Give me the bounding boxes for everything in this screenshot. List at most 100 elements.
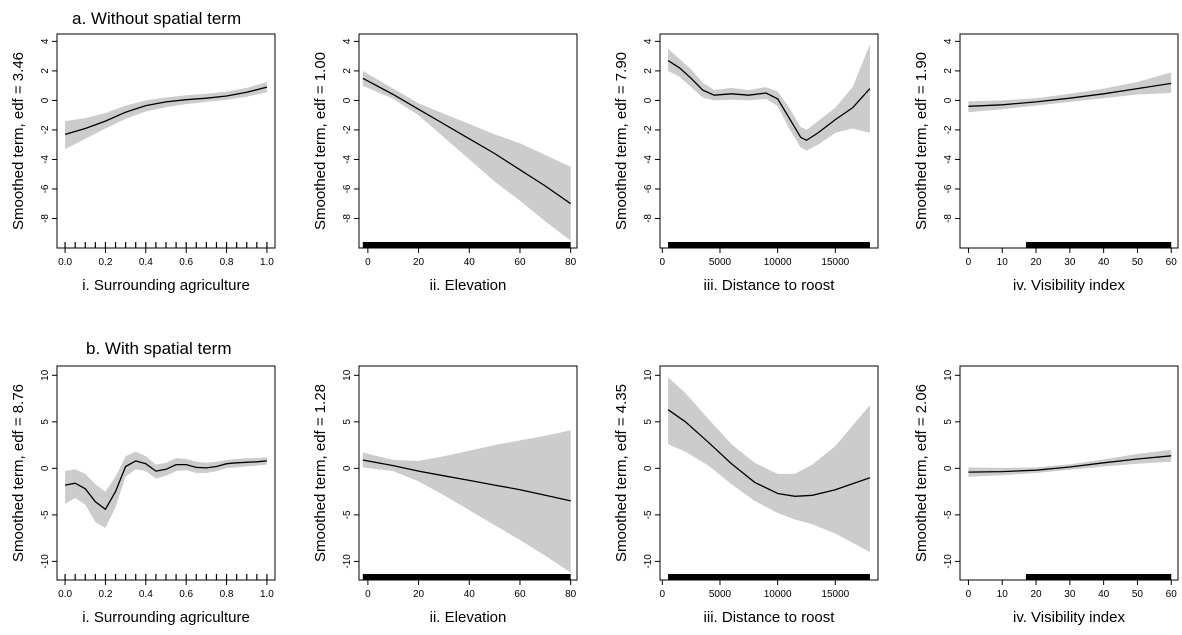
- panel-1-3-y-tick-label: 5: [943, 419, 954, 425]
- panel-1-3-y-tick-label: -10: [943, 554, 954, 569]
- panel-0-0-x-tick-label: 0.6: [179, 257, 193, 268]
- panel-0-2-x-axis-label: iii. Distance to roost: [704, 277, 836, 294]
- panel-0-1-confidence-band: [362, 70, 571, 241]
- panel-0-1-y-tick-label: 0: [342, 97, 353, 103]
- panel-0-2-y-tick-label: -2: [643, 125, 654, 134]
- panel-1-2: 0 5000 10000 15000 10 5 0 -5 -10 iii. Distance to…: [613, 365, 879, 626]
- panel-1-2-x-tick-label: 5000: [709, 589, 732, 600]
- panel-1-2-y-tick-label: 0: [643, 465, 654, 471]
- panel-1-1-x-tick-label: 20: [413, 589, 425, 600]
- panel-1-1-y-tick-label: -10: [342, 554, 353, 569]
- panel-1-3-x-tick-label: 0: [966, 589, 972, 600]
- panel-0-2-frame: [659, 33, 879, 249]
- panel-1-2-y-tick-label: 10: [643, 369, 654, 381]
- panel-1-3-frame: [959, 365, 1179, 581]
- panel-0-2-y-tick-label: 0: [643, 97, 654, 103]
- panel-0-2-x-tick-label: 10000: [764, 257, 792, 268]
- panel-0-1-y-tick-label: 2: [342, 68, 353, 74]
- panel-1-3-y-axis-label: Smoothed term, edf = 2.06: [913, 384, 930, 562]
- panel-1-3-y-tick-label: 0: [943, 465, 954, 471]
- panel-1-1-y-tick-label: 10: [342, 369, 353, 381]
- panel-1-1-y-axis-label: Smoothed term, edf = 1.28: [312, 384, 329, 562]
- panel-0-0-y-tick-label: 4: [40, 38, 51, 44]
- panel-0-0-y-tick-label: 0: [40, 97, 51, 103]
- panel-1-2-x-tick-label: 10000: [764, 589, 792, 600]
- panel-0-3-y-tick-label: 4: [943, 38, 954, 44]
- panel-0-3-x-tick-label: 40: [1098, 257, 1110, 268]
- panel-0-0-x-tick-label: 0.2: [98, 257, 112, 268]
- panel-0-1-y-tick-label: -6: [342, 184, 353, 193]
- panel-0-0-x-tick-label: 0.4: [139, 257, 153, 268]
- panel-0-3-y-axis-label: Smoothed term, edf = 1.90: [913, 52, 930, 230]
- panel-1-3-confidence-band: [968, 449, 1172, 477]
- panel-1-0-smooth-line: [64, 460, 267, 511]
- panel-1-3-x-tick-label: 50: [1132, 589, 1144, 600]
- panel-1-0-x-tick-label: 0.6: [179, 589, 193, 600]
- panel-1-3-x-tick-label: 30: [1064, 589, 1076, 600]
- panel-0-0-frame: [56, 33, 276, 249]
- row-b-title: b. With spatial term: [86, 339, 232, 358]
- panel-1-0: 0.0 0.2 0.4 0.6 0.8 1.0 10 5 0 -5 -10 i. Surroundin…: [10, 365, 276, 626]
- panel-1-0-y-axis-label: Smoothed term, edf = 8.76: [10, 384, 27, 562]
- panel-0-0-x-axis-label: i. Surrounding agriculture: [82, 277, 250, 294]
- panel-0-1-x-tick-label: 60: [514, 257, 526, 268]
- panel-0-1-x-axis-label: ii. Elevation: [430, 277, 507, 294]
- panel-1-1-y-tick-label: 5: [342, 419, 353, 425]
- panel-0-3-y-tick-label: -4: [943, 155, 954, 164]
- panel-1-2-confidence-band: [668, 377, 870, 553]
- panel-0-3-x-tick-label: 30: [1064, 257, 1076, 268]
- panel-1-2-y-axis-label: Smoothed term, edf = 4.35: [613, 384, 630, 562]
- panel-0-0: 0.0 0.2 0.4 0.6 0.8 1.0 4 2 0 -2 -4 -6 -8 i. Surround…: [10, 33, 276, 294]
- panel-0-1-x-tick-label: 0: [365, 257, 371, 268]
- panel-1-0-y-tick-label: 5: [40, 419, 51, 425]
- panel-0-3-x-tick-label: 20: [1030, 257, 1042, 268]
- panel-0-3-y-tick-label: 0: [943, 97, 954, 103]
- panel-1-1-rug: [362, 574, 571, 580]
- panel-1-1-x-tick-label: 0: [365, 589, 371, 600]
- panel-0-3-confidence-band: [968, 72, 1172, 113]
- panel-0-3-frame: [959, 33, 1179, 249]
- panel-0-2-y-tick-label: -8: [643, 214, 654, 223]
- panel-1-0-y-tick-label: 10: [40, 369, 51, 381]
- panel-1-0-confidence-band: [65, 451, 267, 528]
- panel-1-3-rug: [1025, 574, 1172, 580]
- panel-1-0-x-tick-label: 0.0: [58, 589, 72, 600]
- panel-0-2-rug: [668, 242, 870, 248]
- panel-0-1-x-tick-label: 80: [565, 257, 577, 268]
- panel-0-2-x-tick-label: 5000: [709, 257, 732, 268]
- panel-0-2-y-tick-label: -4: [643, 155, 654, 164]
- panel-0-3-smooth-line: [968, 82, 1172, 107]
- panel-1-0-x-tick-label: 0.2: [98, 589, 112, 600]
- panel-0-1-y-tick-label: 4: [342, 38, 353, 44]
- panel-0-0-y-axis-label: Smoothed term, edf = 3.46: [10, 52, 27, 230]
- panel-1-3-x-axis-label: iv. Visibility index: [1013, 609, 1125, 626]
- panel-0-1-y-tick-label: -2: [342, 125, 353, 134]
- panel-1-3-x-tick-label: 20: [1030, 589, 1042, 600]
- panel-1-2-x-axis-label: iii. Distance to roost: [704, 609, 836, 626]
- panel-1-2-y-tick-label: -5: [643, 510, 654, 519]
- panel-0-3-y-tick-label: 2: [943, 68, 954, 74]
- panel-1-3-x-tick-label: 40: [1098, 589, 1110, 600]
- panel-0-3-rug: [1025, 242, 1172, 248]
- panel-1-2-x-tick-label: 0: [660, 589, 666, 600]
- panel-0-2-y-axis-label: Smoothed term, edf = 7.90: [613, 52, 630, 230]
- panel-1-3-smooth-line: [968, 455, 1172, 473]
- panel-1-0-y-tick-label: 0: [40, 465, 51, 471]
- panel-1-2-frame: [659, 365, 879, 581]
- panel-0-0-x-tick-label: 0.8: [220, 257, 234, 268]
- panel-0-0-confidence-band: [65, 82, 267, 150]
- panel-1-3-y-tick-label: 10: [943, 369, 954, 381]
- panel-0-2-y-tick-label: 4: [643, 38, 654, 44]
- panel-0-2-y-tick-label: -6: [643, 184, 654, 193]
- panel-0-0-y-tick-label: -8: [40, 214, 51, 223]
- panel-0-3-x-tick-label: 50: [1132, 257, 1144, 268]
- panel-0-3-x-tick-label: 60: [1166, 257, 1178, 268]
- panel-1-0-x-tick-label: 0.4: [139, 589, 153, 600]
- panel-1-3-x-tick-label: 10: [997, 589, 1009, 600]
- row-a-title: a. Without spatial term: [72, 9, 241, 28]
- panel-0-0-x-tick-label: 0.0: [58, 257, 72, 268]
- panel-0-2-smooth-line: [667, 60, 871, 142]
